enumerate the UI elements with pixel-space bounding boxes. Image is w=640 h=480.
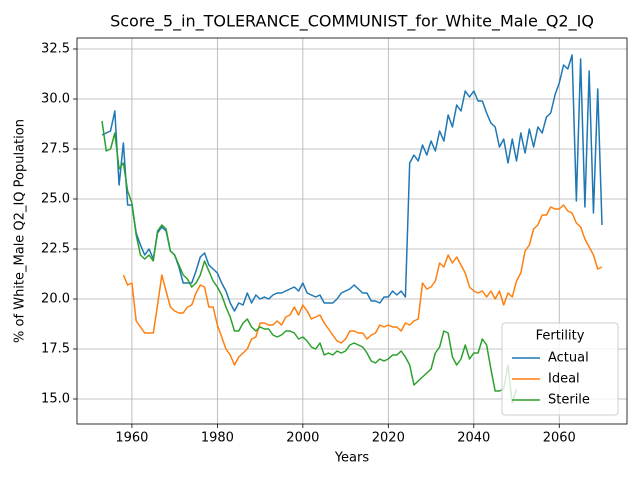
y-tick-label: 25.0	[41, 192, 70, 207]
y-tick-label: 17.5	[41, 342, 70, 357]
legend-label: Sterile	[548, 393, 590, 408]
y-tick-label: 30.0	[41, 92, 70, 107]
plot-frame	[76, 37, 628, 425]
chart-title: Score_5_in_TOLERANCE_COMMUNIST_for_White…	[110, 12, 594, 32]
series-line	[122, 204, 603, 366]
y-tick-label: 22.5	[41, 242, 70, 257]
y-tick-label: 20.0	[41, 292, 70, 307]
legend-title: Fertility	[536, 329, 585, 344]
legend-label: Actual	[548, 351, 589, 366]
legend-box	[501, 322, 619, 416]
legend-label: Ideal	[548, 372, 580, 387]
y-tick-label: 32.5	[41, 42, 70, 57]
series-line	[101, 120, 518, 404]
y-tick-label: 27.5	[41, 142, 70, 157]
x-tick-label: 2000	[286, 431, 319, 446]
x-tick-label: 1980	[201, 431, 234, 446]
y-tick-label: 15.0	[41, 392, 70, 407]
legend: Fertility Actual Ideal Sterile	[501, 322, 619, 416]
y-axis-label: % of White_Male Q2_IQ Population	[13, 119, 28, 343]
x-tick-label: 2060	[543, 431, 576, 446]
x-tick-label: 2040	[457, 431, 490, 446]
series-line	[101, 54, 603, 312]
x-tick-label: 1960	[115, 431, 148, 446]
x-tick-label: 2020	[372, 431, 405, 446]
x-axis-label: Years	[334, 451, 370, 466]
